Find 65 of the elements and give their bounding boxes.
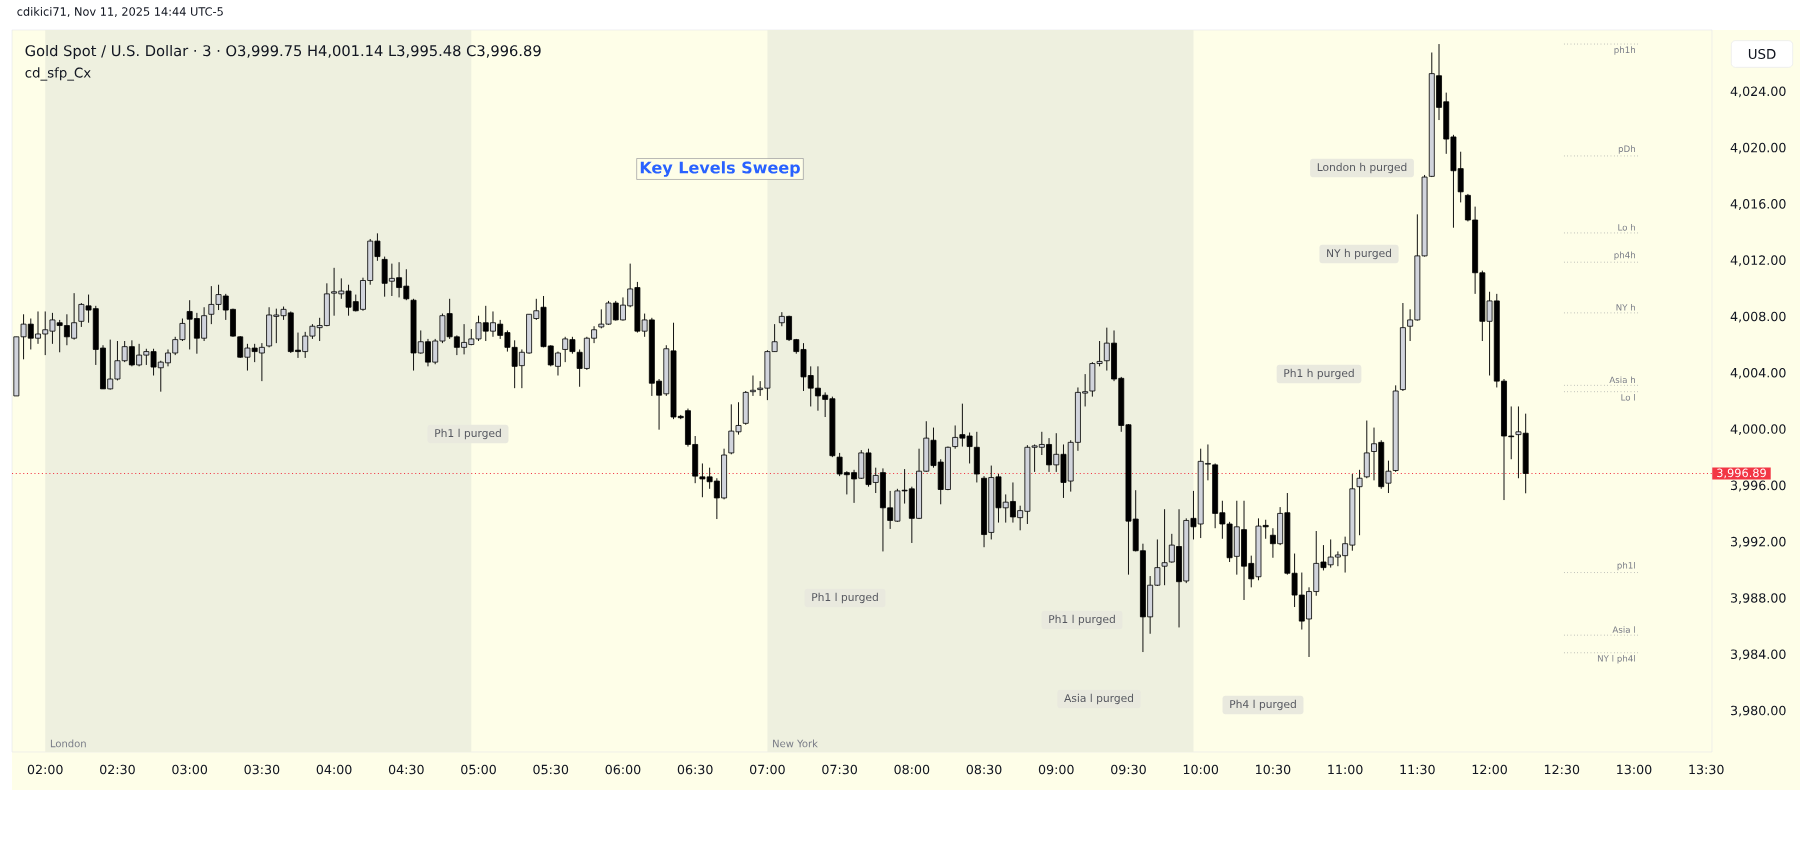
ref-line-label: ph4h	[1614, 251, 1635, 260]
ref-line-label: 3,996.89	[1717, 468, 1766, 479]
annotation: Ph1 l purged	[812, 592, 878, 604]
x-tick-label: 10:30	[1256, 764, 1291, 775]
x-tick-label: 06:30	[677, 764, 713, 775]
x-tick-label: 07:00	[749, 764, 785, 775]
ref-line-label: pDh	[1618, 145, 1635, 154]
text: Gold Spot / U.S. Dollar · 3 · O3,999.75 H4,001.14 L3,995.48 C3,996.89	[25, 44, 541, 60]
x-tick-label: 08:00	[894, 764, 930, 775]
y-tick-label: 3,992.00	[1730, 536, 1786, 548]
annotation: Ph1 l purged	[435, 428, 501, 440]
y-tick-label: 4,008.00	[1730, 311, 1786, 323]
y-tick-label: 4,024.00	[1730, 86, 1786, 98]
x-tick-label: 02:30	[100, 764, 135, 775]
y-tick-label: 3,996.00	[1730, 480, 1786, 492]
band-label: London	[50, 739, 86, 748]
x-tick-label: 03:30	[244, 764, 280, 775]
y-tick-label: 4,012.00	[1730, 255, 1786, 267]
candlestick	[750, 375, 756, 397]
x-tick-label: 12:00	[1472, 764, 1507, 775]
annotation: NY h purged	[1327, 248, 1391, 260]
ref-line-label: Asia l	[1612, 626, 1635, 633]
x-tick-label: 13:30	[1689, 764, 1724, 775]
annotation: Ph4 l purged	[1230, 699, 1296, 711]
x-tick-label: 09:00	[1038, 764, 1074, 775]
annotation: Asia l purged	[1064, 693, 1134, 705]
text: cdikici71, Nov 11, 2025 14:44 UTC-5	[17, 7, 223, 17]
x-tick-label: 02:00	[27, 764, 63, 775]
x-tick-label: 13:00	[1617, 764, 1652, 775]
x-tick-label: 11:30	[1400, 764, 1435, 775]
x-tick-label: 04:30	[388, 764, 424, 775]
ref-line-label: Lo l	[1621, 393, 1635, 401]
x-tick-label: 06:00	[605, 764, 641, 775]
ref-line-label: Lo h	[1618, 223, 1635, 231]
ref-line-label: ph1h	[1614, 46, 1635, 55]
x-tick-label: 12:30	[1544, 764, 1580, 775]
annotation: London h purged	[1317, 162, 1407, 174]
candlestick	[1363, 420, 1370, 479]
ref-line-label: NY l ph4l	[1597, 655, 1635, 664]
band-label: New York	[773, 739, 818, 748]
annotation: Ph1 l purged	[1049, 614, 1115, 626]
x-tick-label: 05:30	[533, 764, 569, 775]
ref-line-label: NY h	[1616, 304, 1635, 311]
x-tick-label: 09:30	[1111, 764, 1146, 775]
y-tick-label: 3,980.00	[1730, 705, 1786, 717]
ref-line-label: ph1l	[1617, 561, 1635, 571]
x-tick-label: 03:00	[172, 764, 208, 775]
text: Key Levels Sweep	[640, 161, 800, 177]
annotation: cd_sfp_Cx	[25, 67, 91, 81]
x-tick-label: 11:00	[1328, 764, 1363, 775]
y-tick-label: 4,016.00	[1730, 199, 1786, 210]
x-tick-label: 10:00	[1183, 764, 1219, 775]
y-tick-label: 3,984.00	[1730, 649, 1786, 661]
y-tick-label: 4,000.00	[1730, 424, 1786, 436]
x-tick-label: 08:30	[966, 764, 1002, 775]
candlestick	[1356, 469, 1363, 536]
x-tick-label: 05:00	[461, 764, 496, 775]
x-tick-label: 04:00	[316, 764, 352, 775]
ref-line-label: Asia h	[1609, 376, 1635, 384]
y-tick-label: 4,020.00	[1730, 142, 1786, 154]
x-tick-label: 07:30	[822, 764, 858, 775]
annotation: Ph1 h purged	[1284, 368, 1354, 380]
y-tick-label: 3,988.00	[1730, 593, 1786, 605]
y-tick-label: 4,004.00	[1730, 367, 1786, 379]
y-axis-title: USD	[1748, 48, 1776, 60]
